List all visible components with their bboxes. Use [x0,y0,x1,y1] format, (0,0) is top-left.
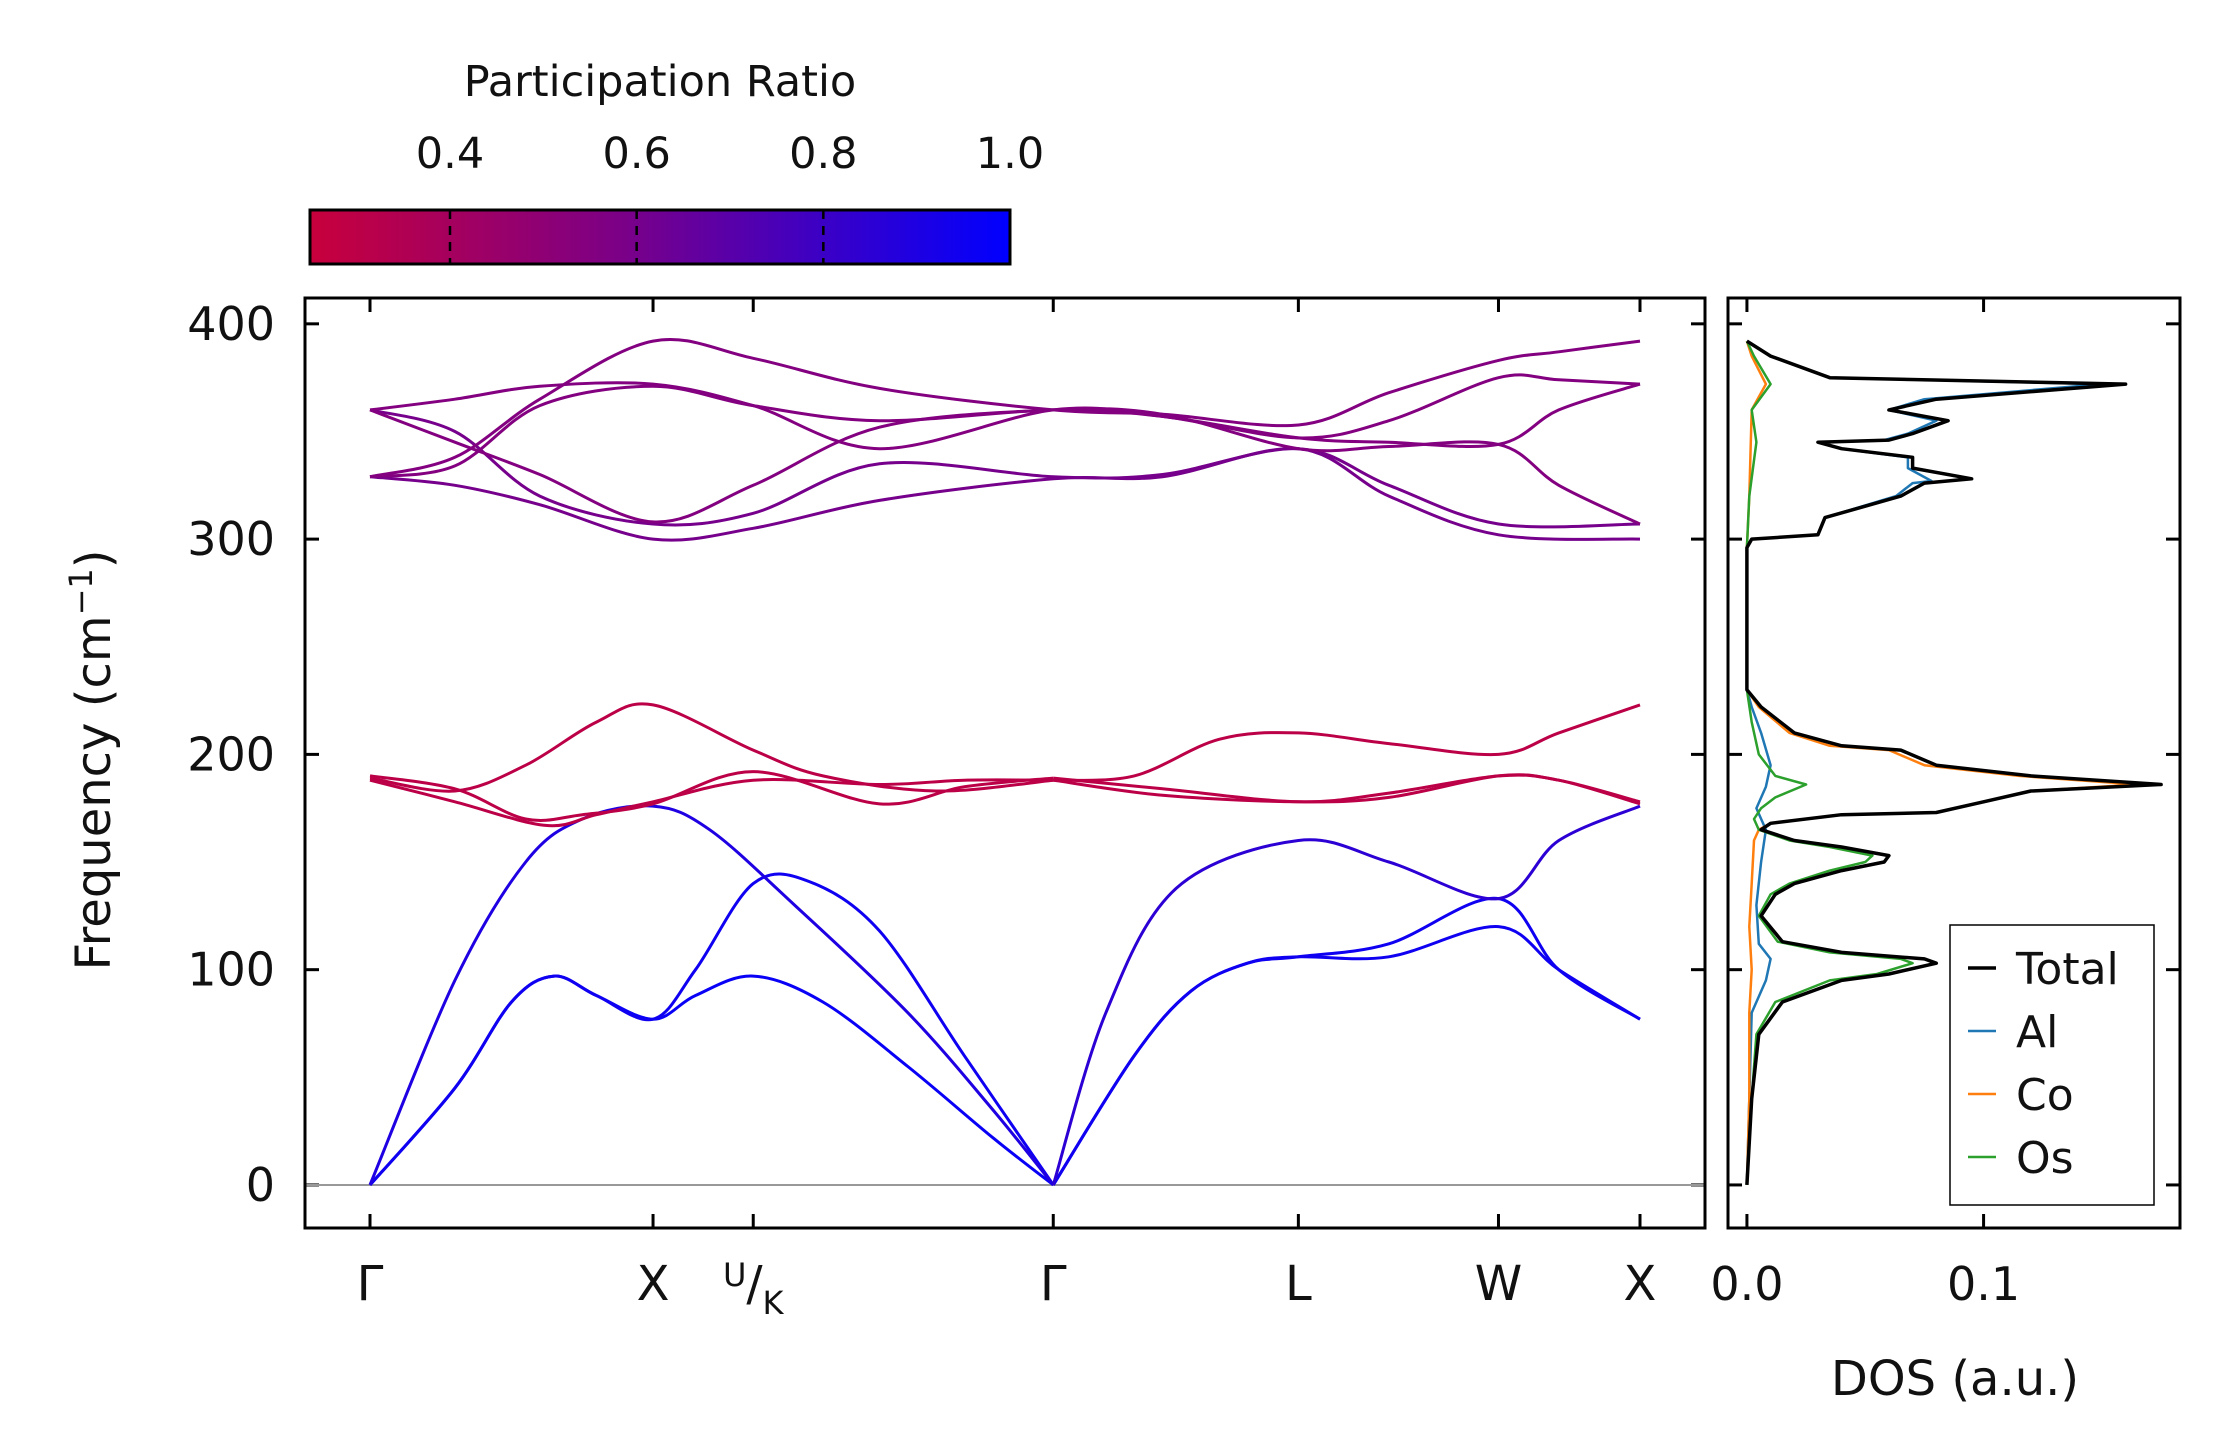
band-line-AC-L3 [1051,804,1641,1186]
colorbar-title: Participation Ratio [464,57,857,107]
high-symmetry-label: L [1285,1256,1312,1312]
legend-label-co: Co [2016,1070,2074,1121]
colorbar-tick-label: 0.4 [416,129,484,179]
dos-x-tick-label: 0.0 [1710,1257,1783,1311]
band-axis-ticks [305,298,1705,1228]
y-tick-label: 200 [187,727,275,781]
dos-x-axis-title: DOS (a.u.) [1831,1351,2079,1407]
legend-items: Total Al Co Os [1968,944,2119,1184]
dos-plot-frame [1726,296,2182,1230]
colorbar-tick-label: 0.8 [789,129,857,179]
band-line-O2 [369,778,1054,828]
colorbar-ticks: 0.4 0.6 0.8 1.0 [416,129,1044,264]
legend-label-total: Total [2015,944,2119,995]
high-symmetry-label: Γ [1040,1256,1067,1312]
band-line-H2 [369,446,1641,542]
y-tick-label: 400 [187,297,275,351]
band-line-H4 [369,373,1641,479]
band-line-O-L3 [1053,703,1641,782]
y-tick-label: 0 [246,1158,275,1212]
high-symmetry-label: X [1624,1256,1657,1312]
dos-line-total [1745,339,2163,1185]
band-line-H6 [369,337,1641,479]
colorbar-tick-label: 0.6 [602,129,670,179]
colorbar-tick-label: 1.0 [976,129,1044,179]
band-plot-frame [303,296,1707,1230]
band-line-AC-L2 [1052,925,1641,1186]
band-line-TA1 [368,974,1055,1187]
dos-panel: 0.0 0.1 DOS (a.u.) Total Al Co Os [1710,296,2182,1407]
band-lines [368,337,1641,1187]
high-symmetry-label: W [1475,1256,1522,1312]
high-symmetry-labels: Γ X U/K Γ L W X [357,1256,1657,1322]
y-tick-label: 100 [187,943,275,997]
y-tick-label: 300 [187,512,275,566]
band-line-O-L2 [1053,773,1641,804]
legend-frame [1949,924,2155,1206]
band-line-H1 [369,408,1641,529]
dos-x-tick-label: 0.1 [1947,1257,2020,1311]
colorbar-gradient [308,208,1012,266]
high-symmetry-label: Γ [357,1256,384,1312]
legend-label-os: Os [2016,1133,2074,1184]
dos-legend: Total Al Co Os [1949,924,2155,1206]
band-line-H5 [369,407,1641,526]
band-line-O3 [369,702,1054,793]
band-line-AC-L1 [1052,896,1641,1186]
band-line-O1 [369,770,1054,822]
dos-line-os [1745,340,1914,1185]
y-tick-labels: 0 100 200 300 400 [187,297,275,1212]
dos-lines [1745,339,2163,1185]
colorbar: Participation Ratio 0.4 0.6 0.8 1.0 [308,57,1044,266]
dos-axis-ticks [1728,298,2180,1228]
band-line-TA2 [368,872,1055,1186]
high-symmetry-label: U/K [723,1256,785,1322]
legend-label-al: Al [2016,1007,2058,1058]
band-structure-panel: Frequency (cm−1) 0 100 200 300 400 Γ X U/K Γ L W X [62,296,1707,1322]
band-line-LA [368,804,1055,1186]
high-symmetry-label: X [637,1256,670,1312]
band-line-H3 [369,381,1641,451]
y-axis-title: Frequency (cm−1) [62,549,122,970]
dos-x-tick-labels: 0.0 0.1 [1710,1257,2020,1311]
